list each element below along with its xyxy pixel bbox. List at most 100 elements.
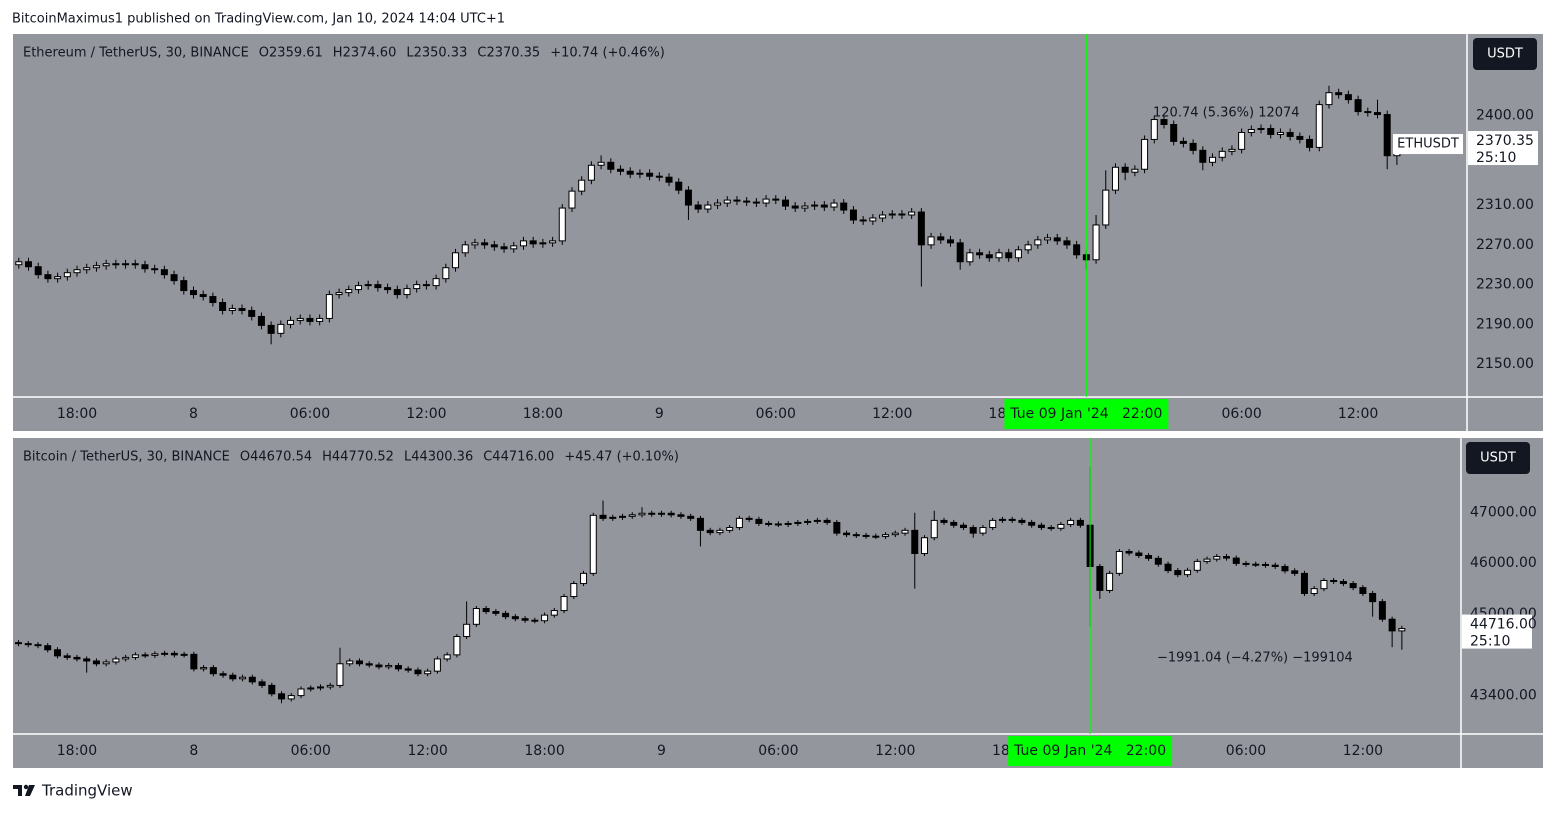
x-tick-label: 12:00 xyxy=(406,406,446,422)
y-tick-label: 2190.00 xyxy=(1476,316,1534,332)
candle-body xyxy=(1267,127,1275,135)
candle-body xyxy=(811,204,819,207)
candle-body xyxy=(452,252,460,269)
legend-value: 44670.54 xyxy=(250,450,312,465)
candle-body xyxy=(102,263,110,267)
candle-body xyxy=(959,524,967,529)
candle-body xyxy=(558,207,566,242)
candle-body xyxy=(521,618,529,621)
legend-key: H xyxy=(322,450,332,465)
candle-body xyxy=(519,240,527,247)
x-tick-label: 18:00 xyxy=(523,406,563,422)
legend-change: +10.74 (+0.46%) xyxy=(550,46,665,61)
candle-body xyxy=(492,611,500,614)
x-tick-label: 06:00 xyxy=(291,743,331,759)
candle-body xyxy=(1238,131,1246,150)
candle-body xyxy=(1330,579,1338,583)
x-tick-label: 9 xyxy=(655,406,664,422)
candle-body xyxy=(1174,570,1182,576)
candle-body xyxy=(1164,563,1172,572)
candle-body xyxy=(422,284,430,287)
candle-body xyxy=(946,239,954,244)
x-tick-label: 18:00 xyxy=(57,743,97,759)
candle-body xyxy=(684,189,692,206)
candle-body xyxy=(898,213,906,216)
candle-body xyxy=(550,610,558,616)
crosshair-label: Tue 09 Jan '24 22:00 xyxy=(1009,406,1162,422)
candle-body xyxy=(307,687,315,690)
candle-body xyxy=(781,199,789,207)
candle-body xyxy=(102,661,110,665)
candle-body xyxy=(859,219,867,222)
candle-body xyxy=(258,681,266,686)
candle-body xyxy=(1008,518,1016,521)
candle-body xyxy=(1131,168,1139,173)
candle-body xyxy=(549,240,557,244)
candle-body xyxy=(15,642,22,645)
candle-body xyxy=(1310,588,1318,594)
candle-body xyxy=(336,663,344,686)
candle-body xyxy=(248,676,256,683)
legend-title: Ethereum / TetherUS, 30, BINANCE xyxy=(23,46,249,61)
candle-body xyxy=(200,667,208,670)
candle-body xyxy=(472,608,480,625)
legend-value: 2370.35 xyxy=(486,46,540,61)
candle-body xyxy=(872,535,880,538)
candle-body xyxy=(511,616,519,620)
candle-body xyxy=(1028,521,1036,526)
candle-body xyxy=(813,519,821,522)
candle-body xyxy=(888,213,896,216)
tradingview-logo xyxy=(13,784,35,796)
candle-body xyxy=(976,252,984,256)
candle-body xyxy=(490,244,498,248)
candle-body xyxy=(862,534,870,537)
candle-body xyxy=(791,205,799,209)
candle-body xyxy=(92,660,100,665)
candle-body xyxy=(83,658,91,662)
candle-body xyxy=(73,269,81,274)
candle-body xyxy=(950,521,958,526)
legend-key: L xyxy=(406,46,414,61)
candle-body xyxy=(589,514,597,574)
candle-body xyxy=(24,643,32,646)
candle-body xyxy=(346,660,354,665)
candle-body xyxy=(580,572,588,585)
candle-body xyxy=(966,252,974,263)
last-price-label: 2370.35 xyxy=(1476,133,1534,149)
candle-body xyxy=(1335,92,1343,96)
candle-body xyxy=(463,623,471,638)
candle-body xyxy=(1261,563,1269,566)
candle-body xyxy=(238,307,246,311)
candle-body xyxy=(694,204,702,210)
candle-body xyxy=(531,619,539,622)
candle-body xyxy=(735,517,743,529)
candle-body xyxy=(840,202,848,211)
currency-label[interactable]: USDT xyxy=(1487,47,1523,62)
candle-body xyxy=(823,519,831,523)
x-tick-label: 12:00 xyxy=(872,406,912,422)
candle-body xyxy=(529,240,537,245)
candle-body xyxy=(1199,149,1207,163)
last-price-label: 44716.00 xyxy=(1470,617,1537,633)
legend-value: 44716.00 xyxy=(492,450,554,465)
candle-body xyxy=(471,242,479,246)
candle-body xyxy=(1209,156,1217,163)
candle-body xyxy=(1232,557,1240,564)
legend-value: 2359.61 xyxy=(269,46,323,61)
candle-body xyxy=(626,170,634,175)
candle-body xyxy=(1150,119,1158,140)
candle-body xyxy=(1005,252,1013,259)
candle-body xyxy=(131,654,139,658)
candle-body xyxy=(714,202,722,206)
logo-part xyxy=(13,785,22,796)
candle-body xyxy=(1257,127,1265,130)
y-tick-label: 2400.00 xyxy=(1476,108,1534,124)
candle-body xyxy=(1247,128,1255,133)
candle-body xyxy=(1388,618,1396,632)
candle-body xyxy=(1154,557,1162,565)
candle-body xyxy=(646,172,654,177)
crosshair-label: Tue 09 Jan '24 22:00 xyxy=(1013,743,1166,759)
candle-body xyxy=(657,512,665,515)
candle-body xyxy=(927,236,935,246)
currency-label[interactable]: USDT xyxy=(1480,451,1516,466)
